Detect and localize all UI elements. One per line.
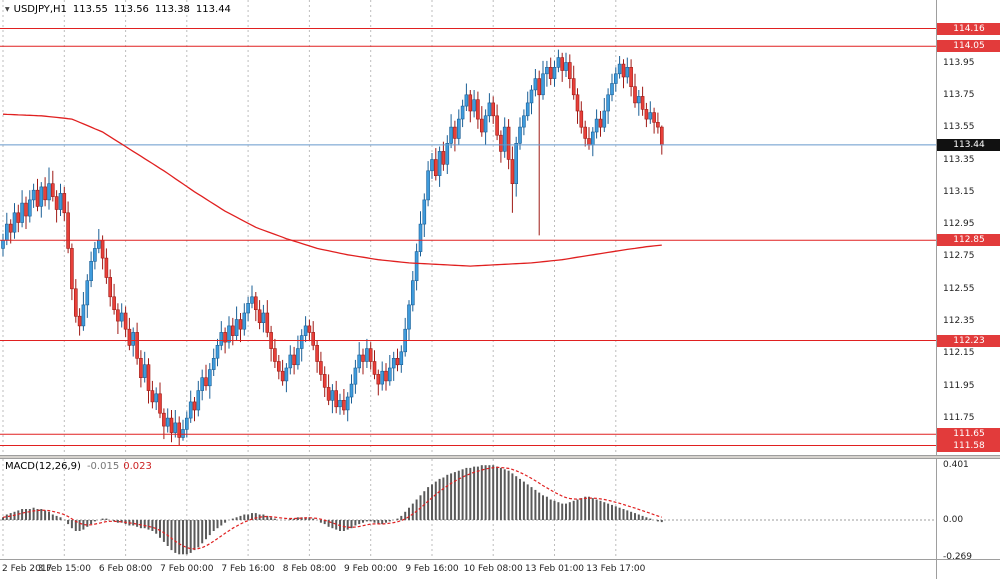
macd-axis-label: 0.00 — [943, 515, 964, 525]
macd-axis-label: 0.401 — [943, 460, 969, 471]
macd-signal-value: 0.023 — [123, 461, 152, 472]
close-value: 113.44 — [195, 4, 231, 15]
time-axis-label: 7 Feb 00:00 — [160, 564, 214, 574]
macd-main-value: -0.015 — [86, 461, 120, 472]
time-axis-label: 2 Feb 2017 — [2, 564, 53, 574]
time-axis-label: 9 Feb 16:00 — [405, 564, 459, 574]
grid-lines — [2, 0, 617, 455]
price-level-badge: 112.23 — [937, 334, 1000, 347]
price-tick-label: 113.55 — [943, 122, 975, 133]
pane-resize-handle[interactable] — [0, 455, 1000, 459]
time-axis-border — [0, 559, 1000, 560]
price-level-badge: 114.05 — [937, 40, 1000, 53]
price-tick-label: 111.95 — [943, 380, 975, 391]
price-tick-label: 113.35 — [943, 154, 975, 165]
price-tick-label: 113.75 — [943, 89, 975, 100]
time-axis-label: 6 Feb 08:00 — [98, 564, 153, 574]
time-axis-label: 9 Feb 00:00 — [344, 564, 398, 574]
macd-indicator-label: MACD(12,26,9) -0.015 0.023 — [5, 461, 152, 472]
low-value: 113.38 — [154, 4, 190, 15]
price-level-badge: 112.85 — [937, 234, 1000, 247]
macd-histogram — [2, 465, 663, 555]
price-tick-label: 112.15 — [943, 348, 975, 359]
price-tick-label: 112.35 — [943, 316, 975, 327]
macd-axis-label: -0.269 — [943, 551, 973, 562]
price-level-badge: 111.65 — [937, 428, 1000, 441]
price-tick-label: 113.95 — [943, 57, 975, 68]
current-price-badge: 113.44 — [937, 138, 1000, 151]
price-tick-label: 111.75 — [943, 413, 975, 424]
symbol-ohlc-overlay: ▼ USDJPY,H1 113.55 113.56 113.38 113.44 — [5, 4, 231, 15]
high-value: 113.56 — [113, 4, 149, 15]
price-tick-label: 112.55 — [943, 283, 975, 294]
price-tick-label: 112.95 — [943, 219, 975, 230]
macd-name: MACD(12,26,9) — [5, 461, 81, 472]
candles — [1, 49, 664, 446]
price-level-badge: 114.16 — [937, 22, 1000, 35]
macd-signal-line — [2, 466, 662, 550]
time-axis[interactable]: 2 Feb 2017 3 Feb 15:00 6 Feb 08:00 7 Feb 00… — [0, 560, 936, 579]
price-level-badge: 111.58 — [937, 439, 1000, 452]
time-axis-label: 13 Feb 01:00 — [524, 564, 585, 574]
price-tick-label: 112.75 — [943, 251, 975, 262]
time-axis-label: 3 Feb 15:00 — [37, 564, 91, 574]
chevron-down-icon[interactable]: ▼ — [5, 6, 10, 13]
price-axis: 113.95 113.75 113.55 113.35 113.15 112.95 112.… — [936, 0, 1000, 579]
symbol-name: USDJPY,H1 — [13, 4, 67, 15]
moving-average-line — [2, 113, 662, 267]
time-axis-label: 10 Feb 08:00 — [463, 564, 523, 574]
open-value: 113.55 — [72, 4, 108, 15]
main-price-chart[interactable] — [0, 0, 936, 456]
time-axis-label: 7 Feb 16:00 — [221, 564, 275, 574]
macd-indicator-pane[interactable] — [0, 459, 936, 559]
price-tick-label: 113.15 — [943, 186, 975, 197]
time-axis-label: 8 Feb 08:00 — [282, 564, 337, 574]
time-axis-label: 13 Feb 17:00 — [586, 564, 646, 574]
